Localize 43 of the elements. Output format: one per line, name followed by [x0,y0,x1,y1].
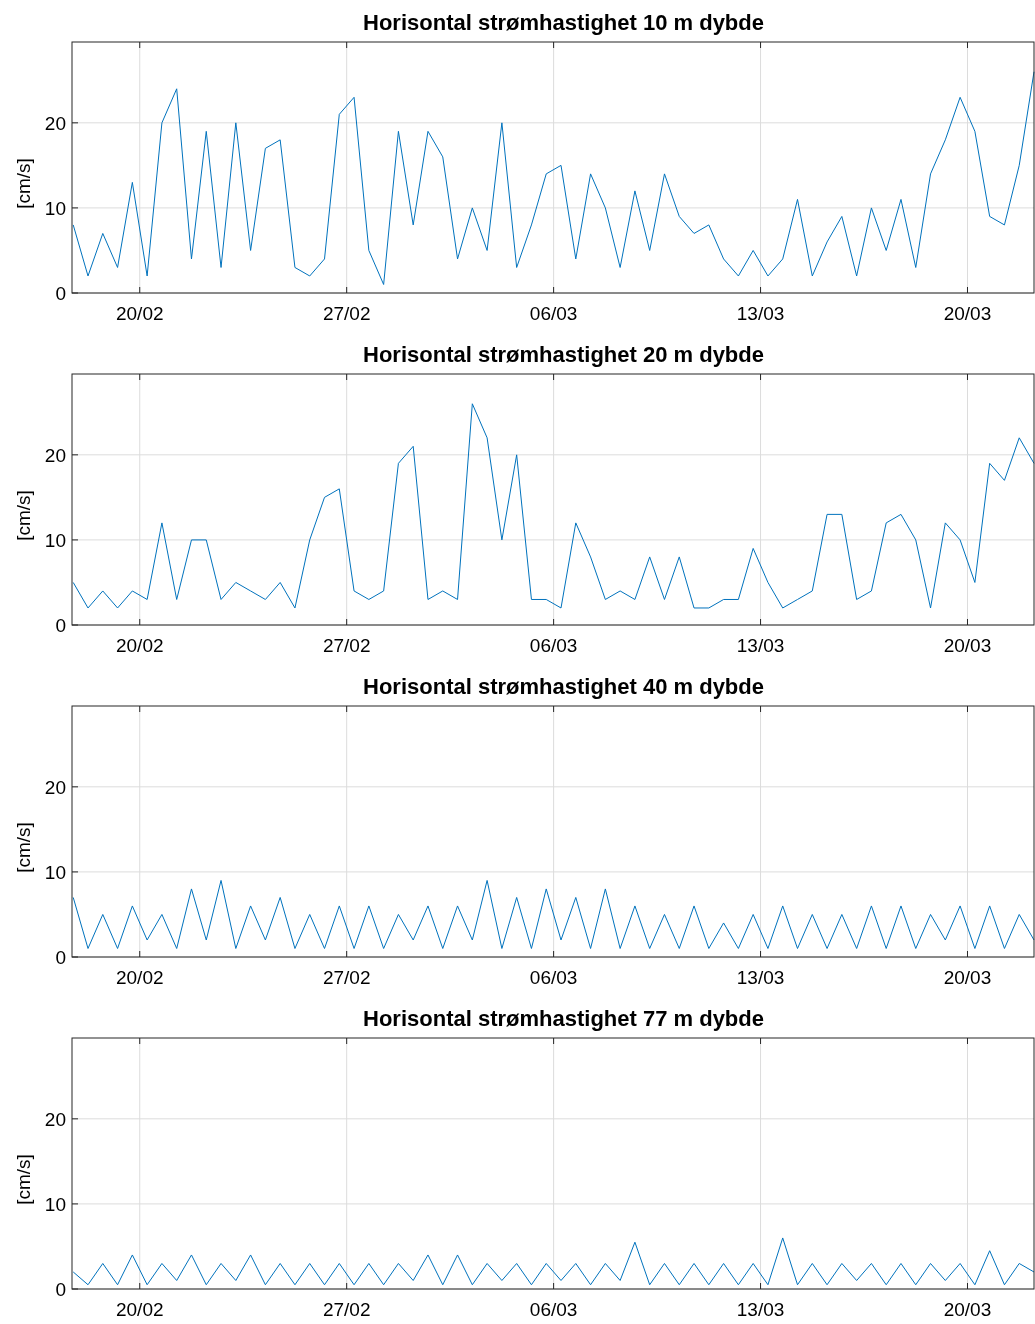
x-tick-label: 06/03 [529,303,578,324]
x-tick-label: 27/02 [322,635,371,656]
y-axis-title: [cm/s] [13,822,34,873]
x-tick-label: 13/03 [736,303,785,324]
line-series [72,879,1035,949]
chart-title: Horisontal strømhastighet 40 m dybde [363,674,764,699]
x-tick-label: 06/03 [529,1299,578,1320]
x-tick-label: 13/03 [736,967,785,988]
chart-title: Horisontal strømhastighet 10 m dybde [363,10,764,35]
x-tick-label: 06/03 [529,635,578,656]
y-tick-label: 10 [44,861,66,883]
y-tick-label: 0 [55,1279,66,1300]
x-tick-label: 06/03 [529,967,578,988]
chart-title: Horisontal strømhastighet 77 m dybde [363,1006,764,1031]
y-tick-label: 0 [55,283,66,304]
chart-title: Horisontal strømhastighet 20 m dybde [363,342,764,367]
x-tick-label: 13/03 [736,635,785,656]
x-tick-label: 27/02 [322,1299,371,1320]
x-tick-label: 20/02 [115,635,164,656]
x-tick-label: 20/02 [115,303,164,324]
y-tick-label: 20 [44,112,66,134]
y-axis-title: [cm/s] [13,1154,34,1205]
x-tick-label: 20/02 [115,967,164,988]
y-tick-label: 10 [44,197,66,219]
x-tick-label: 20/02 [115,1299,164,1320]
y-tick-label: 20 [44,776,66,798]
x-tick-label: 20/03 [943,303,992,324]
line-series [72,403,1035,609]
line-series [72,1237,1035,1286]
x-tick-label: 20/03 [943,967,992,988]
y-tick-label: 0 [55,615,66,636]
x-tick-label: 13/03 [736,1299,785,1320]
y-tick-label: 10 [44,529,66,551]
y-axis-title: [cm/s] [13,158,34,209]
x-tick-label: 20/03 [943,635,992,656]
y-tick-label: 20 [44,1108,66,1130]
x-tick-label: 20/03 [943,1299,992,1320]
y-tick-label: 10 [44,1193,66,1215]
y-tick-label: 0 [55,947,66,968]
y-axis-title: [cm/s] [13,490,34,541]
x-tick-label: 27/02 [322,967,371,988]
x-tick-label: 27/02 [322,303,371,324]
y-tick-label: 20 [44,444,66,466]
